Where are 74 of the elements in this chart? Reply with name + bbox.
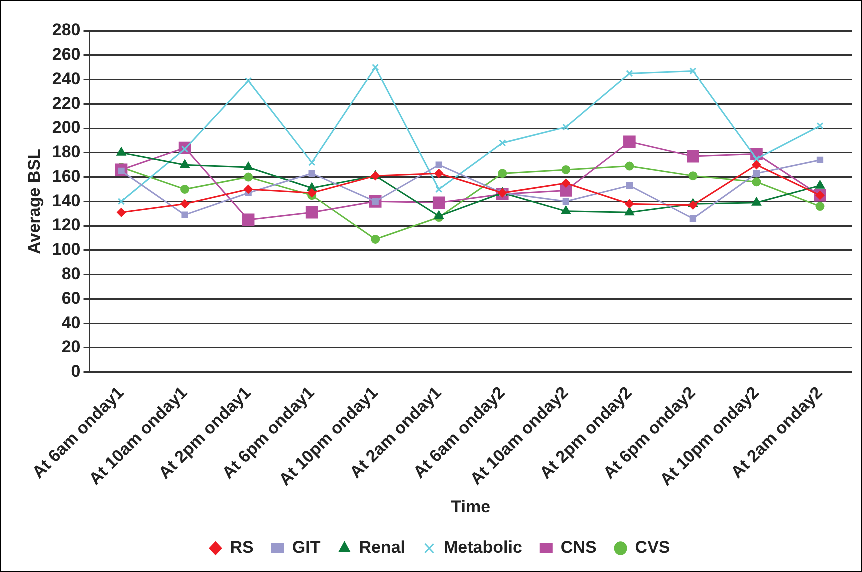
point [116, 147, 126, 156]
point [626, 182, 634, 190]
legend-label: RS [230, 538, 254, 558]
point [372, 64, 380, 72]
point [560, 184, 572, 197]
point [432, 196, 446, 210]
point [626, 70, 634, 78]
point [306, 206, 318, 219]
legend-label: Renal [359, 538, 406, 558]
point [436, 162, 442, 168]
point [690, 68, 697, 75]
point [371, 234, 380, 244]
y-tick-label: 20 [62, 338, 81, 357]
y-tick-label: 100 [52, 240, 81, 260]
point [436, 186, 443, 194]
point [308, 159, 316, 166]
y-tick-label: 40 [62, 313, 81, 332]
point [498, 169, 508, 178]
point [752, 197, 762, 206]
legend-label: Metabolic [444, 538, 522, 558]
point [242, 214, 255, 226]
point [308, 188, 317, 198]
y-tick-label: 120 [52, 216, 81, 235]
point [434, 169, 444, 178]
legend-label: GIT [292, 538, 322, 558]
point [562, 165, 571, 174]
point [687, 150, 700, 163]
point [244, 77, 252, 85]
point [180, 160, 190, 168]
point [561, 206, 571, 214]
point [499, 140, 506, 147]
point [816, 156, 824, 164]
point [434, 210, 444, 220]
y-tick-label: 280 [52, 20, 81, 40]
y-tick-label: 80 [62, 264, 81, 284]
legend-label: CVS [635, 538, 670, 558]
point [752, 160, 762, 170]
point [118, 198, 126, 206]
point [752, 178, 762, 187]
point [244, 172, 254, 182]
point [624, 136, 636, 148]
point [180, 200, 190, 209]
point [180, 184, 190, 194]
point [562, 178, 571, 188]
point [690, 215, 697, 222]
point [753, 170, 760, 177]
y-tick-label: 160 [52, 166, 81, 186]
point [308, 170, 316, 177]
point [562, 124, 570, 131]
point [117, 208, 126, 218]
point [624, 207, 635, 216]
point [625, 162, 634, 171]
y-tick-label: 180 [52, 142, 81, 162]
point [244, 184, 254, 194]
point [816, 202, 825, 212]
point [625, 200, 634, 209]
point [753, 155, 760, 163]
point [182, 212, 188, 218]
legend-label: CNS [560, 538, 597, 558]
point [816, 122, 824, 130]
y-tick-label: 140 [52, 191, 81, 210]
y-tick-label: 0 [71, 362, 81, 382]
y-tick-label: 220 [52, 94, 81, 113]
point [562, 198, 570, 205]
y-tick-label: 200 [52, 118, 81, 138]
point [688, 172, 698, 181]
y-axis-title: Average BSL [24, 149, 44, 254]
y-tick-label: 260 [52, 45, 81, 64]
y-tick-label: 60 [62, 288, 81, 308]
point [244, 162, 254, 171]
y-tick-label: 240 [52, 69, 81, 88]
x-axis-title: Time [451, 497, 491, 516]
point [688, 200, 698, 210]
point [815, 180, 826, 189]
